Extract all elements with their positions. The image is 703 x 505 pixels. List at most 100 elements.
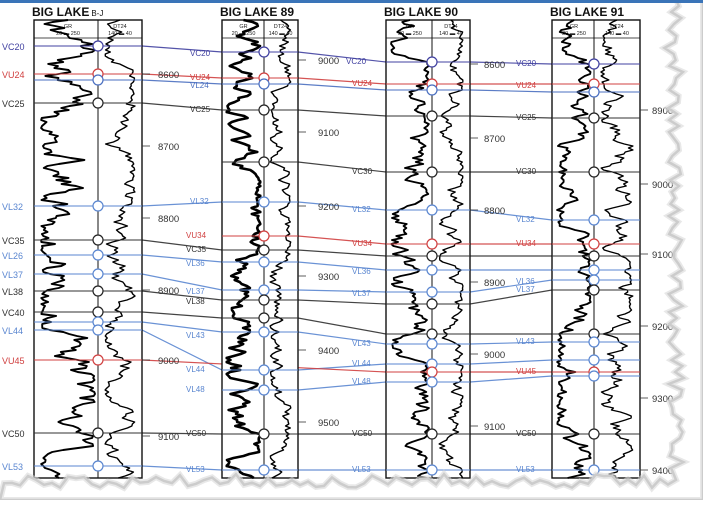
- marker-circle-vl24: [92, 74, 104, 86]
- marker-circle-vc40: [92, 306, 104, 318]
- depth-label-8600: 8600: [158, 70, 179, 81]
- marker-label-vl43: VL43: [516, 337, 535, 346]
- marker-circle-vl32: [92, 200, 104, 212]
- depth-label-9100: 9100: [484, 422, 505, 433]
- correlation-line-vl38: [34, 289, 640, 305]
- marker-label-vl37: VL37: [516, 285, 535, 294]
- marker-circle-vl24: [588, 86, 600, 98]
- marker-circle-vc20: [92, 40, 104, 52]
- depth-label-9200: 9200: [652, 322, 673, 333]
- marker-circle-vu34: [426, 238, 438, 250]
- dt-track-label: DT24: [610, 24, 623, 30]
- correlation-line-vc40: [34, 311, 640, 335]
- marker-label-vc50: VC50: [516, 429, 537, 438]
- marker-circle-vc35: [92, 234, 104, 246]
- dt-log-curve: [269, 19, 292, 479]
- marker-label-vl24: VL24: [190, 81, 209, 90]
- marker-circle-vl38: [258, 294, 270, 306]
- dt-scale: 140 ▬ 40: [269, 31, 293, 37]
- marker-circle-vl38: [588, 284, 600, 296]
- marker-label-vc30: VC30: [516, 167, 537, 176]
- marker-circle-vl53: [258, 464, 270, 476]
- depth-label-8900: 8900: [158, 286, 179, 297]
- left-marker-vc25: VC25: [2, 99, 25, 109]
- marker-circle-vl32: [426, 204, 438, 216]
- marker-circle-vl32: [258, 196, 270, 208]
- marker-label-vl44: VL44: [186, 365, 205, 374]
- left-marker-vc50: VC50: [2, 429, 25, 439]
- marker-circle-vl37: [258, 284, 270, 296]
- gr-log-curve: [390, 19, 430, 479]
- well-name-2: BIG LAKE 89: [220, 5, 294, 19]
- marker-circle-vc30: [258, 156, 270, 168]
- marker-circle-vl38: [426, 298, 438, 310]
- marker-label-vl53: VL53: [516, 465, 535, 474]
- depth-label-8900: 8900: [652, 106, 673, 117]
- well-name-1: BIG LAKE B-J: [32, 5, 103, 19]
- marker-circle-vc40: [426, 328, 438, 340]
- marker-circle-vl24: [426, 84, 438, 96]
- marker-circle-vc40: [258, 312, 270, 324]
- left-marker-vl44: VL44: [2, 326, 23, 336]
- left-marker-vl38: VL38: [2, 287, 23, 297]
- marker-label-vl36: VL36: [516, 277, 535, 286]
- dt-track-label: DT24: [444, 24, 457, 30]
- marker-circle-vl37: [92, 268, 104, 280]
- marker-circle-vc20: [588, 58, 600, 70]
- marker-label-vl43: VL43: [352, 339, 371, 348]
- marker-label-vl53: VL53: [352, 465, 371, 474]
- correlation-line-vu24: [34, 73, 640, 85]
- top-border: [0, 0, 703, 3]
- marker-circle-vc35: [426, 250, 438, 262]
- depth-label-8700: 8700: [158, 142, 179, 153]
- left-marker-vl37: VL37: [2, 270, 23, 280]
- correlation-line-vl36: [34, 254, 640, 271]
- marker-circle-vl53: [92, 460, 104, 472]
- marker-label-vl43: VL43: [186, 331, 205, 340]
- depth-label-9000: 9000: [318, 56, 339, 67]
- marker-label-vc25: VC25: [516, 113, 537, 122]
- correlation-line-vl24: [34, 79, 640, 93]
- gr-log-curve: [556, 19, 592, 479]
- left-marker-vu24: VU24: [2, 70, 25, 80]
- correlation-line-vc50: [34, 432, 640, 435]
- marker-circle-vu45: [92, 354, 104, 366]
- marker-circle-vl36: [588, 264, 600, 276]
- marker-label-vu24: VU24: [516, 81, 537, 90]
- marker-label-vu34: VU34: [516, 239, 537, 248]
- marker-circle-vl36: [258, 256, 270, 268]
- marker-circle-vl38: [92, 285, 104, 297]
- marker-label-vl36: VL36: [186, 259, 205, 268]
- gr-scale: 20 ▬ 250: [56, 31, 80, 37]
- marker-circle-vl44: [92, 324, 104, 336]
- marker-circle-vc50: [426, 428, 438, 440]
- gr-scale: 20 ▬ 250: [562, 31, 586, 37]
- dt-track-label: DT24: [274, 24, 287, 30]
- depth-label-9100: 9100: [158, 432, 179, 443]
- depth-label-9000: 9000: [158, 356, 179, 367]
- left-marker-vl53: VL53: [2, 462, 23, 472]
- well-track-frame: [33, 19, 143, 479]
- correlation-line-vl53: [34, 465, 640, 471]
- gr-track-label: GR: [64, 24, 72, 30]
- correlation-line-vc25: [34, 102, 640, 119]
- dt-scale: 140 ▬ 40: [439, 31, 463, 37]
- left-marker-vc40: VC40: [2, 308, 25, 318]
- marker-label-vc20: VC20: [190, 49, 211, 58]
- marker-circle-vl43: [426, 338, 438, 350]
- depth-label-8800: 8800: [158, 214, 179, 225]
- depth-label-9100: 9100: [318, 128, 339, 139]
- marker-circle-vc35: [258, 244, 270, 256]
- marker-label-vl48: VL48: [186, 385, 205, 394]
- marker-label-vu34: VU34: [186, 231, 207, 240]
- correlation-line-vc20: [34, 45, 640, 65]
- marker-label-vl37: VL37: [352, 289, 371, 298]
- marker-label-vl32: VL32: [516, 215, 535, 224]
- marker-circle-vl44: [588, 354, 600, 366]
